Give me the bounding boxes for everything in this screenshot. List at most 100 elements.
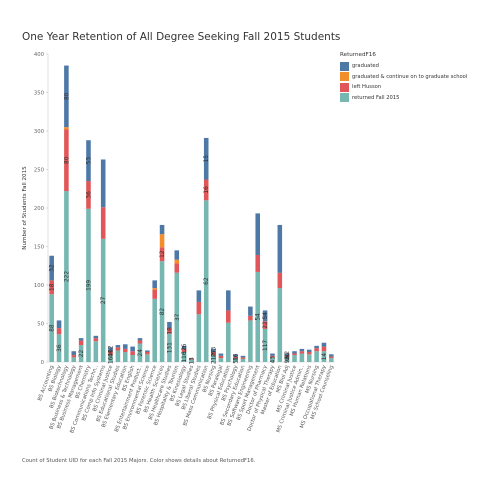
bar-segment	[306, 354, 312, 362]
bar-segment	[152, 289, 157, 299]
bar-segment	[284, 353, 290, 356]
bar-segment	[100, 159, 106, 208]
bar-segment	[218, 355, 224, 359]
data-label: 80	[64, 92, 70, 100]
data-label: 116	[182, 351, 188, 362]
bar-segment	[181, 351, 187, 362]
bar-segment	[262, 321, 268, 329]
data-label: 160	[109, 353, 115, 364]
bar-segment	[211, 355, 216, 362]
data-label: 32	[50, 264, 56, 272]
bar-segment	[56, 334, 62, 362]
legend-item-graduated-continue[interactable]: graduated & continue on to graduate scho…	[340, 72, 467, 83]
bar-segment	[196, 314, 202, 362]
bar-segment	[137, 343, 143, 362]
bar-segment	[218, 353, 224, 356]
bar-segment	[108, 351, 113, 356]
bar-segment	[321, 351, 327, 362]
bar-segment	[240, 355, 246, 358]
bar-segment	[321, 346, 327, 352]
data-label: 27	[101, 296, 107, 304]
chart-title: One Year Retention of All Degree Seeking…	[22, 31, 341, 43]
bar-segment	[122, 348, 128, 352]
data-label: 54	[256, 313, 262, 321]
bar-segment	[174, 259, 180, 264]
legend-swatch	[340, 82, 349, 92]
bar-segment	[292, 351, 297, 354]
bar-segment	[93, 335, 99, 339]
bar-segment	[306, 349, 312, 352]
bar-segment	[329, 356, 334, 359]
bar-segment	[270, 355, 275, 358]
bar-segment	[211, 348, 216, 352]
data-label: 210	[212, 353, 218, 364]
legend-label: returned Fall 2015	[352, 94, 400, 101]
data-label: 22	[263, 321, 269, 329]
legend-item-returned[interactable]: returned Fall 2015	[340, 93, 467, 104]
bar-segment	[56, 320, 62, 329]
bar-segment	[100, 207, 106, 239]
bar-segment	[137, 340, 143, 344]
bar-segment	[203, 200, 209, 362]
bar-segment	[299, 353, 305, 362]
bar-segment	[145, 350, 150, 352]
bar-segment	[152, 288, 157, 290]
bar-segment	[248, 315, 253, 321]
bar-segment	[64, 129, 69, 192]
bar-segment	[226, 310, 231, 323]
bar-segment	[78, 340, 84, 346]
bar-segment	[181, 348, 187, 352]
data-label: 16	[204, 186, 210, 194]
legend-swatch	[340, 93, 349, 103]
bar-segment	[196, 290, 202, 302]
bar-segment	[122, 351, 128, 362]
data-label: 88	[50, 324, 56, 332]
data-label: 37	[175, 313, 181, 321]
bar-segment	[277, 272, 283, 289]
bar-segment	[248, 320, 253, 362]
bar-segment	[174, 272, 180, 362]
data-label: 222	[64, 271, 70, 282]
data-label: 22	[79, 350, 85, 358]
bar-segment	[321, 342, 327, 347]
bar-segment	[189, 358, 194, 360]
bar-segment	[130, 355, 135, 362]
bar-segment	[314, 345, 319, 349]
data-label: 18	[167, 327, 173, 335]
bar-segment	[314, 351, 319, 362]
bar-segment	[159, 234, 165, 248]
bar-segment	[203, 179, 209, 201]
y-tick-label: 350	[34, 91, 45, 97]
data-label: 41	[109, 349, 115, 357]
bar-segment	[115, 345, 121, 348]
data-label: 14	[322, 353, 328, 361]
data-label: 54	[263, 312, 269, 320]
bar-segment	[145, 351, 150, 355]
bar-segment	[299, 348, 305, 352]
bar-segment	[329, 354, 334, 357]
bar-segment	[93, 341, 99, 362]
data-label: 26	[182, 343, 188, 351]
bar-segment	[64, 65, 69, 128]
bar-segment	[64, 127, 69, 130]
bar-segment	[152, 280, 157, 289]
bar-segment	[189, 359, 194, 362]
bar-segment	[174, 250, 180, 260]
bar-segment	[122, 344, 128, 349]
legend-item-graduated[interactable]: graduated	[340, 61, 467, 72]
data-label: 131	[167, 342, 173, 353]
data-label: 12	[160, 250, 166, 258]
data-label: 62	[109, 345, 115, 353]
legend-item-left-husson[interactable]: left Husson	[340, 82, 467, 93]
bar-segment	[226, 322, 231, 362]
legend-title: ReturnedF16	[340, 52, 376, 58]
y-tick-label: 100	[34, 283, 45, 289]
bar-segment	[145, 354, 150, 362]
bar-segment	[130, 346, 135, 352]
footer-caption: Count of Student UID for each Fall 2015 …	[22, 458, 256, 464]
bar-segment	[86, 181, 91, 209]
y-tick-label: 300	[34, 129, 45, 135]
legend-label: graduated & continue on to graduate scho…	[352, 73, 468, 80]
bar-segment	[248, 306, 253, 316]
data-label: 53	[86, 157, 92, 165]
